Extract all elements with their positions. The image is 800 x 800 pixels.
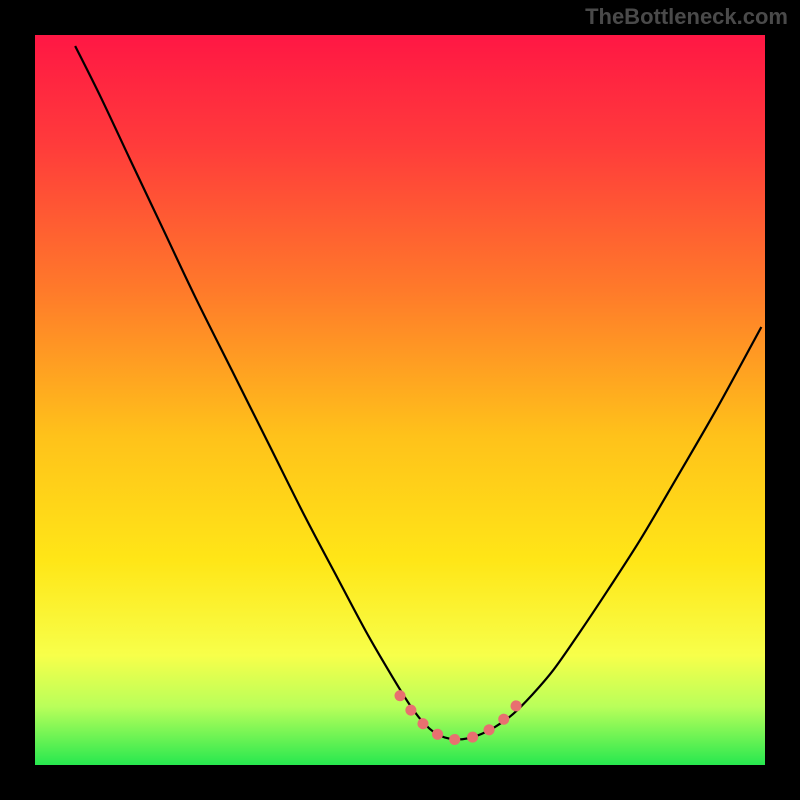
chart-container: TheBottleneck.com	[0, 0, 800, 800]
bottleneck-curve	[75, 46, 761, 740]
curve-layer	[35, 35, 765, 765]
plot-area	[35, 35, 765, 765]
watermark-text: TheBottleneck.com	[585, 4, 788, 30]
